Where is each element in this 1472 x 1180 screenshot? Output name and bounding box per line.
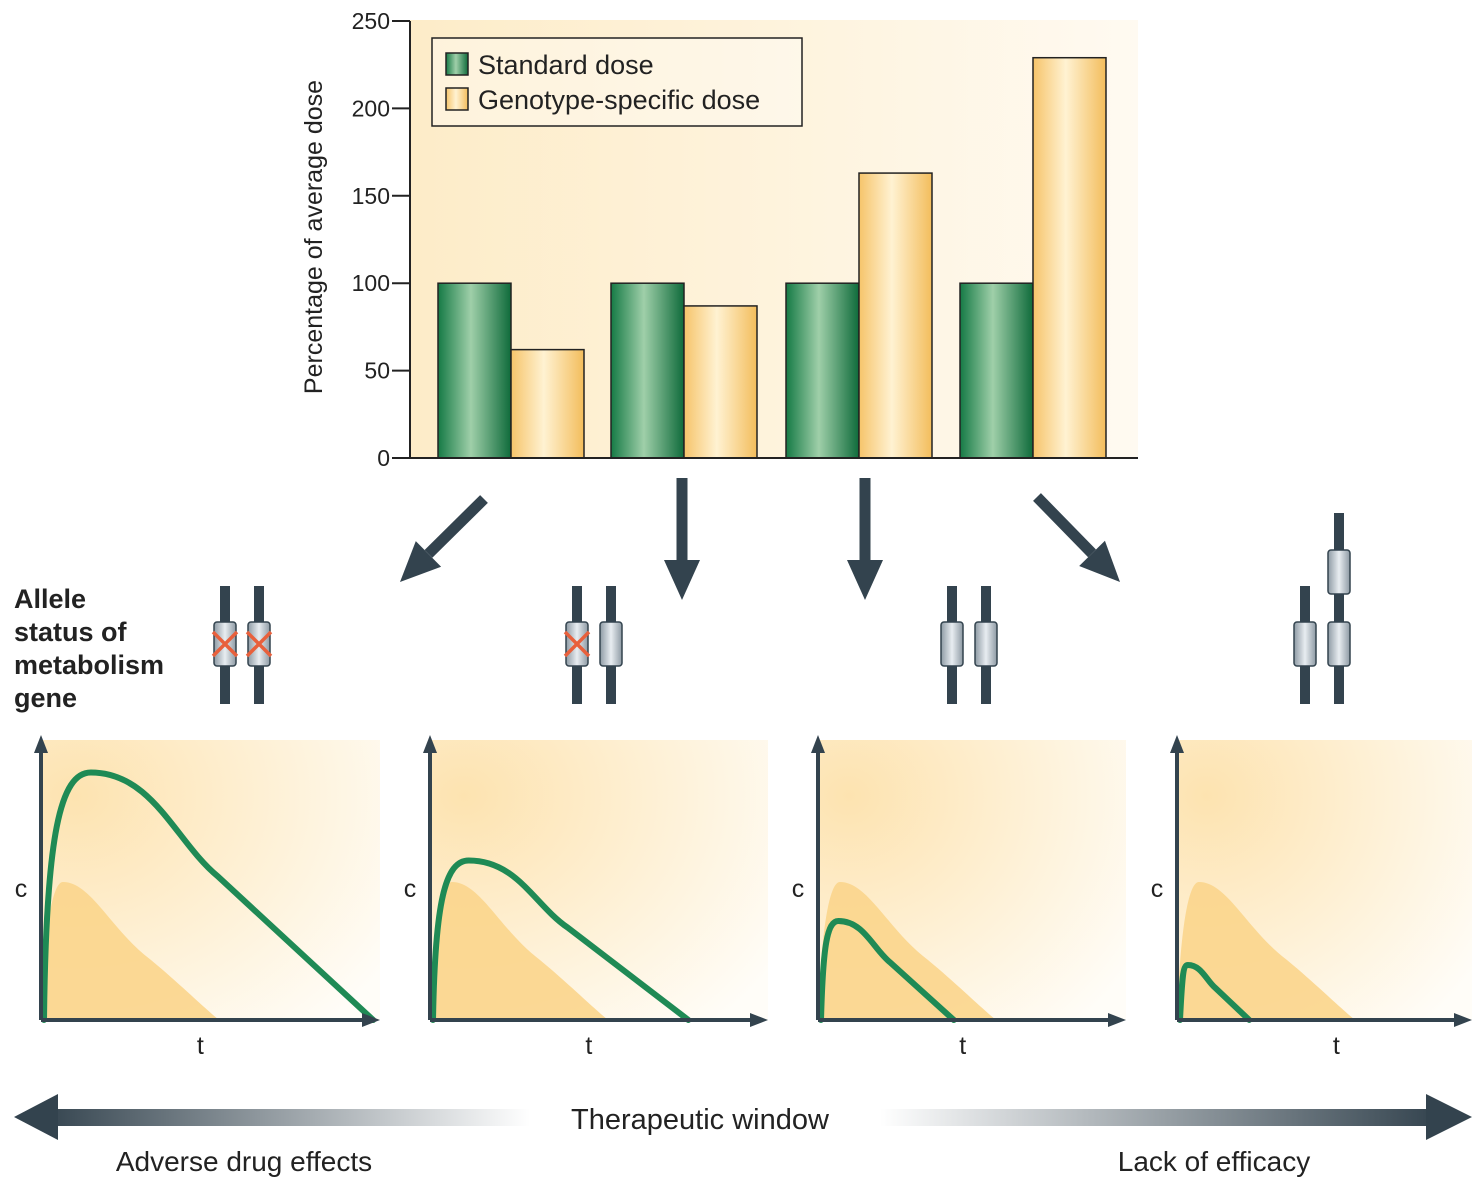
y-tick-label: 0 [377,445,390,471]
y-axis: 0 50 100 150 200 250 [352,8,1138,471]
gene-allele [599,621,623,667]
pk-x-label: t [585,1032,592,1060]
arrow-head [847,560,883,600]
left-arrow-shaft [40,1109,530,1126]
cross-stroke [211,630,239,658]
y-axis-label: Percentage of average dose [300,80,328,394]
legend-swatch-standard [445,52,469,76]
bar-standard-dose [959,282,1034,459]
pk-plot: ct [404,735,768,1060]
concentration-curve [1177,962,1253,1023]
chromosome [1334,513,1344,704]
allele-label-line: gene [14,683,78,713]
y-tick-label: 200 [352,95,390,121]
bar-genotype-dose [683,305,758,459]
left-arrow-head [14,1094,58,1140]
cross-stroke [245,630,273,658]
lack-of-efficacy-label: Lack of efficacy [1118,1146,1310,1177]
arrow-head [664,560,700,600]
pk-x-axis-arrow [750,1013,768,1027]
allele-status-row [211,513,1351,704]
legend: Standard dose Genotype-specific dose [431,37,803,127]
arrow-head [400,541,442,582]
arrow-shaft [1033,493,1096,558]
group-arrow [847,478,883,600]
concentration-curve [41,769,377,1023]
pk-y-axis-arrow [811,735,825,753]
gene-allele [940,621,964,667]
right-arrow-shaft [880,1109,1440,1126]
pk-x-axis-arrow [1108,1013,1126,1027]
gene-allele [1327,549,1351,595]
allele-pair [1293,513,1351,704]
nonfunctional-cross-icon [563,630,591,658]
y-tick-label: 100 [352,270,390,296]
therapeutic-window-area [1177,882,1355,1020]
bar-genotype-dose [858,172,933,459]
gene-allele [1293,621,1317,667]
therapeutic-window-label: Therapeutic window [571,1104,830,1136]
therapeutic-window-area [818,882,996,1020]
y-tick-label: 50 [364,358,390,384]
arrow-head [1079,540,1120,582]
gene-allele [974,621,998,667]
group-arrows [400,478,1120,600]
nonfunctional-cross-icon [245,630,273,658]
concentration-curve [818,918,957,1023]
pk-y-axis-arrow [423,735,437,753]
allele-pair [563,586,623,704]
pk-plot: ct [1151,735,1472,1060]
pk-y-label: c [792,875,805,903]
legend-box [431,37,803,127]
arrow-shaft [424,495,488,558]
pk-y-axis-arrow [34,735,48,753]
pk-plot: ct [792,735,1126,1060]
pk-y-label: c [15,875,28,903]
pk-y-label: c [404,875,417,903]
bar-chart: 0 50 100 150 200 250 Percentage of average do… [300,8,1138,471]
cross-stroke [563,630,591,658]
bar-genotype-dose [1032,56,1107,459]
adverse-effects-label: Adverse drug effects [116,1146,372,1177]
group-arrow [400,495,488,582]
pk-x-label: t [1333,1032,1340,1060]
allele-label-line: Allele [14,584,87,614]
pk-x-label: t [959,1032,966,1060]
allele-label-line: metabolism [14,650,165,680]
pk-y-axis-arrow [1170,735,1184,753]
legend-swatch-genotype [445,87,469,111]
allele-label-line: status of [14,617,127,647]
bar-genotype-dose [510,348,585,459]
group-arrow [664,478,700,600]
therapeutic-window-area [430,882,608,1020]
bar-standard-dose [437,282,512,459]
allele-status-label: Allele status of metabolism gene [14,583,204,715]
therapeutic-window-axis: Therapeutic window Adverse drug effects … [14,1094,1472,1177]
therapeutic-window-area [41,882,219,1020]
right-arrow-head [1426,1094,1472,1140]
bar-standard-dose [610,282,685,459]
bars-layer [437,56,1107,459]
pk-plot: ct [15,735,380,1060]
allele-pair [211,586,273,704]
allele-pair [940,586,998,704]
group-arrow [1033,493,1120,582]
concentration-curve [430,857,692,1023]
nonfunctional-cross-icon [211,630,239,658]
pk-x-axis-arrow [362,1013,380,1027]
y-tick-label: 150 [352,183,390,209]
bar-standard-dose [785,282,860,459]
pk-x-label: t [197,1032,204,1060]
pk-x-axis-arrow [1454,1013,1472,1027]
legend-label-standard: Standard dose [478,50,654,80]
y-tick-label: 250 [352,8,390,34]
legend-label-genotype: Genotype-specific dose [478,85,760,115]
gene-allele [1327,621,1351,667]
pk-y-label: c [1151,875,1164,903]
